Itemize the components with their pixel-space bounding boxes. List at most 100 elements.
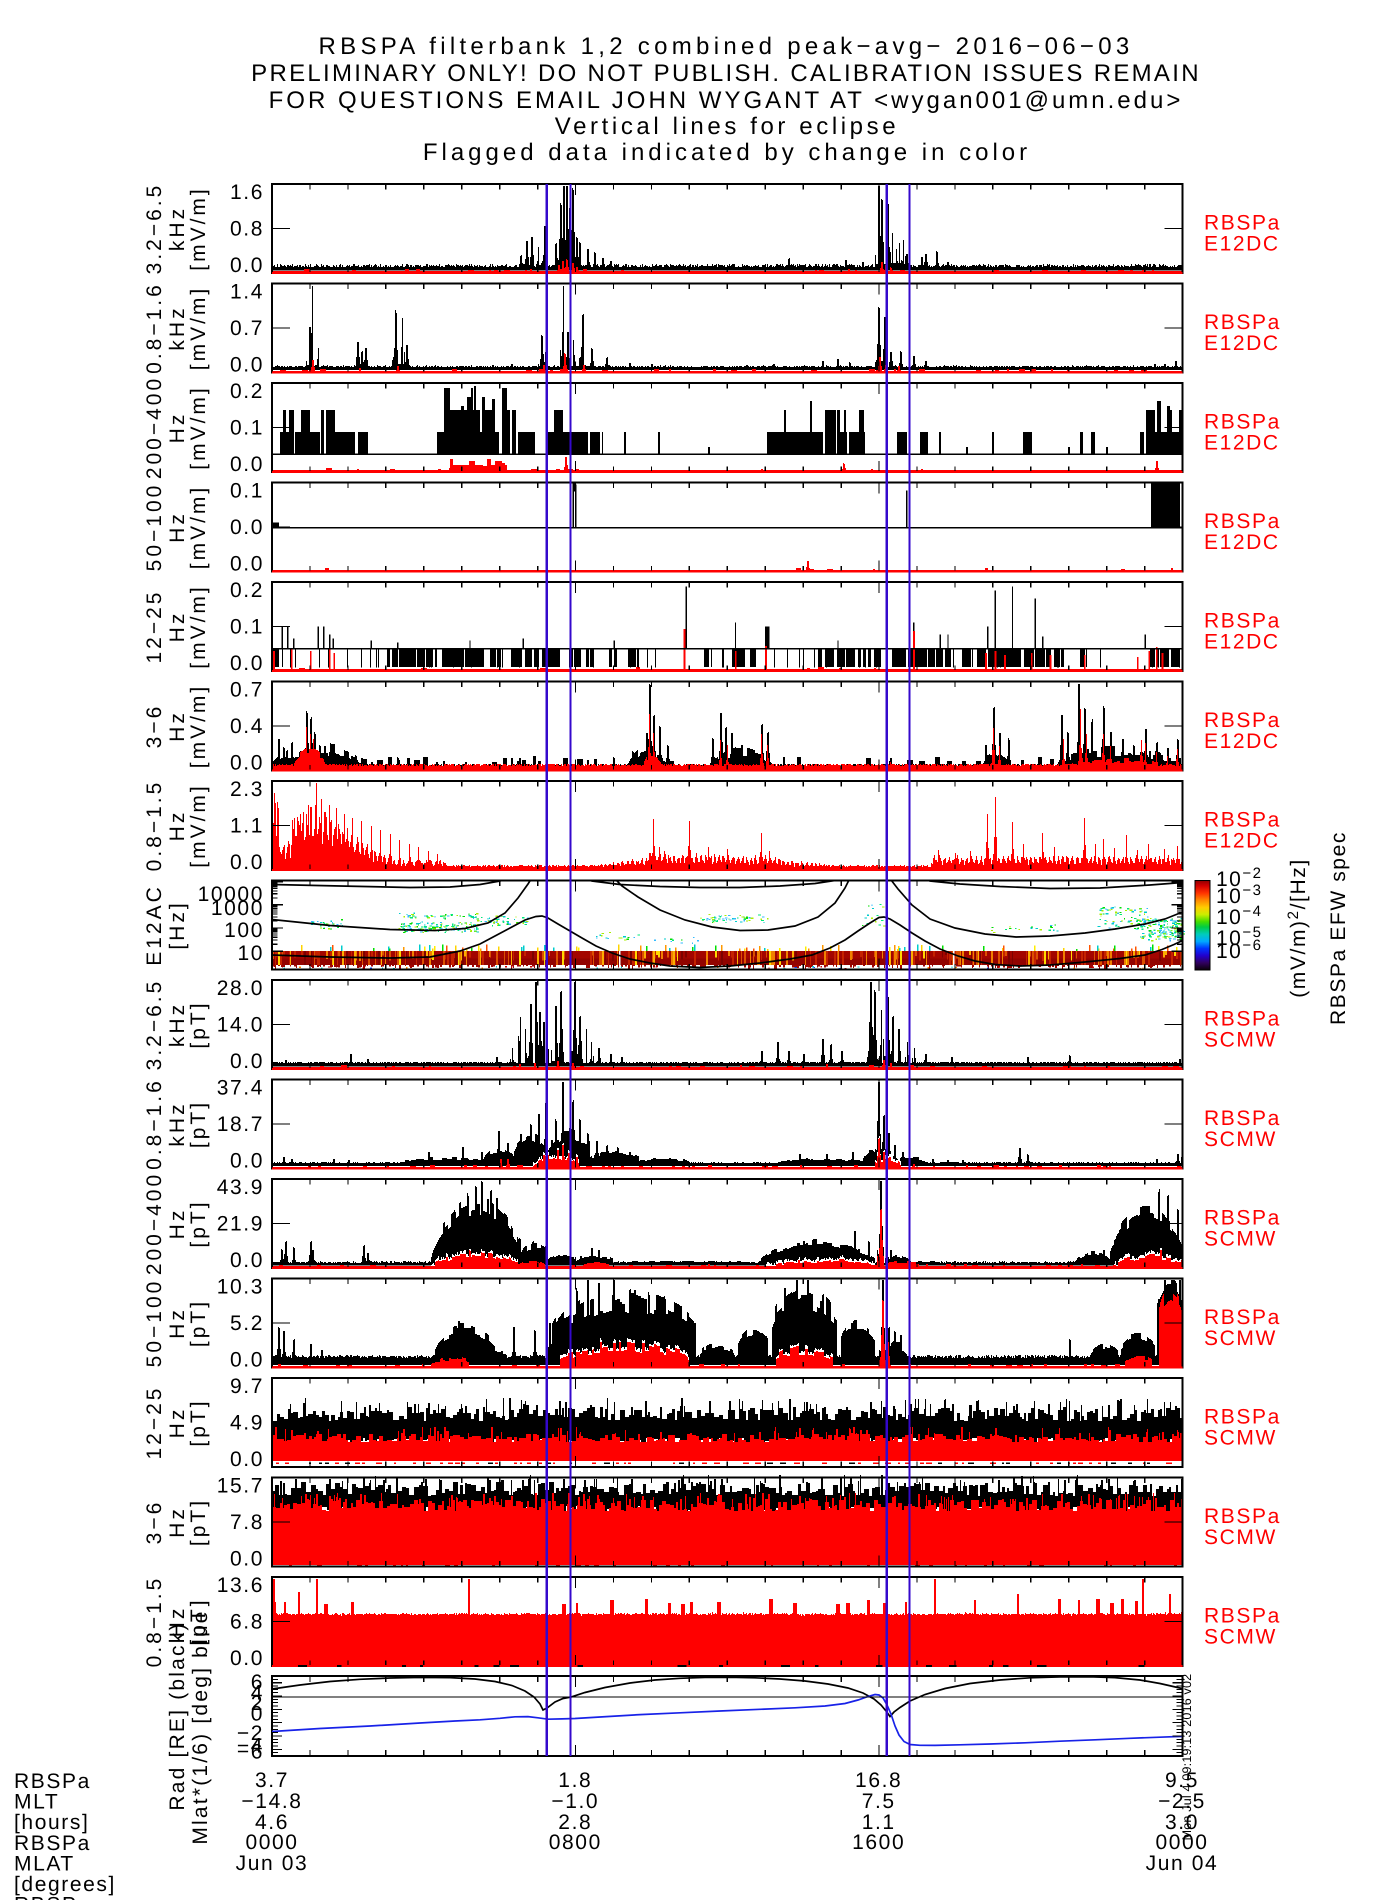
- svg-text:10−5: 10−5: [1216, 924, 1262, 950]
- svg-text:0.0: 0.0: [230, 516, 264, 539]
- svg-text:1.6: 1.6: [230, 181, 264, 204]
- svg-text:0.8−1.5: 0.8−1.5: [143, 1576, 166, 1668]
- svg-text:E12DC: E12DC: [1204, 730, 1280, 753]
- svg-text:0.0: 0.0: [230, 1150, 264, 1173]
- svg-text:RBSPa EFW spec: RBSPa EFW spec: [1327, 831, 1350, 1025]
- svg-text:0.0: 0.0: [230, 851, 264, 874]
- svg-text:[pT]: [pT]: [187, 1299, 210, 1347]
- svg-text:50−100: 50−100: [143, 1279, 166, 1368]
- svg-text:10.3: 10.3: [217, 1276, 264, 1299]
- svg-text:0000: 0000: [245, 1831, 298, 1854]
- svg-text:Vertical lines for eclipse: Vertical lines for eclipse: [555, 113, 899, 140]
- svg-text:[pT]: [pT]: [187, 1498, 210, 1546]
- svg-text:12−25: 12−25: [143, 1386, 166, 1460]
- svg-text:0.8−1.5: 0.8−1.5: [143, 780, 166, 872]
- svg-text:Hz: Hz: [166, 1407, 189, 1439]
- svg-text:PRELIMINARY ONLY! DO NOT PUBLI: PRELIMINARY ONLY! DO NOT PUBLISH. CALIBR…: [251, 60, 1201, 87]
- svg-text:[Hz]: [Hz]: [166, 900, 189, 949]
- svg-text:SCMW: SCMW: [1204, 1626, 1277, 1649]
- svg-text:FOR QUESTIONS EMAIL JOHN WYGAN: FOR QUESTIONS EMAIL JOHN WYGANT AT <wyga…: [269, 87, 1184, 114]
- svg-text:Hz: Hz: [166, 1606, 189, 1638]
- svg-text:[hours]: [hours]: [14, 1811, 89, 1834]
- svg-text:[mV/m]: [mV/m]: [187, 385, 210, 470]
- svg-text:10000: 10000: [198, 883, 264, 906]
- svg-text:21.9: 21.9: [217, 1213, 264, 1236]
- svg-text:RBSP: RBSP: [14, 1894, 78, 1900]
- svg-text:3.7: 3.7: [255, 1769, 289, 1792]
- svg-text:3.2−6.5: 3.2−6.5: [143, 979, 166, 1071]
- svg-text:kHz: kHz: [166, 1101, 189, 1146]
- svg-text:SCMW: SCMW: [1204, 1526, 1277, 1549]
- svg-text:−2: −2: [237, 1722, 264, 1745]
- svg-text:10−4: 10−4: [1216, 903, 1262, 929]
- svg-text:9.7: 9.7: [230, 1375, 264, 1398]
- svg-text:[pT]: [pT]: [187, 1100, 210, 1148]
- svg-text:0.0: 0.0: [230, 1349, 264, 1372]
- svg-text:[mV/m]: [mV/m]: [187, 684, 210, 769]
- svg-text:0.0: 0.0: [230, 553, 264, 576]
- svg-text:6.8: 6.8: [230, 1611, 264, 1634]
- svg-text:[mV/m]: [mV/m]: [187, 485, 210, 570]
- svg-text:1000: 1000: [211, 897, 264, 920]
- svg-text:0.2: 0.2: [230, 579, 264, 602]
- svg-text:RBSPa: RBSPa: [14, 1832, 91, 1855]
- svg-text:SCMW: SCMW: [1204, 1029, 1277, 1052]
- svg-text:0.0: 0.0: [230, 1647, 264, 1670]
- svg-text:RBSPa: RBSPa: [1204, 212, 1281, 235]
- svg-text:12−25: 12−25: [143, 590, 166, 664]
- svg-text:Hz: Hz: [166, 810, 189, 842]
- svg-text:RBSPa: RBSPa: [14, 1770, 91, 1793]
- svg-text:1.1: 1.1: [230, 815, 264, 838]
- svg-text:Rad [RE] (black): Rad [RE] (black): [166, 1621, 189, 1810]
- svg-text:SCMW: SCMW: [1204, 1228, 1277, 1251]
- svg-text:3−6: 3−6: [143, 1500, 166, 1545]
- svg-text:0.0: 0.0: [230, 1548, 264, 1571]
- svg-text:0000: 0000: [1155, 1831, 1208, 1854]
- svg-text:0.8: 0.8: [230, 218, 264, 241]
- svg-text:E12DC: E12DC: [1204, 531, 1280, 554]
- svg-text:RBSPa: RBSPa: [1204, 1306, 1281, 1329]
- svg-text:SCMW: SCMW: [1204, 1427, 1277, 1450]
- svg-text:RBSPa: RBSPa: [1204, 1605, 1281, 1628]
- svg-text:0.0: 0.0: [230, 1050, 264, 1073]
- svg-text:0.8−1.6: 0.8−1.6: [143, 1078, 166, 1170]
- svg-text:1.4: 1.4: [230, 281, 264, 304]
- svg-text:−2.5: −2.5: [1158, 1790, 1206, 1813]
- svg-text:0.0: 0.0: [230, 1448, 264, 1471]
- svg-text:kHz: kHz: [166, 1002, 189, 1047]
- svg-text:(mV/m)2/[Hz]: (mV/m)2/[Hz]: [1285, 858, 1310, 998]
- svg-text:50−100: 50−100: [143, 483, 166, 572]
- svg-text:3.2−6.5: 3.2−6.5: [143, 183, 166, 275]
- svg-text:Jun 03: Jun 03: [236, 1852, 309, 1875]
- svg-text:Mon Jul 4 09:19:13 2016 v02: Mon Jul 4 09:19:13 2016 v02: [1180, 1674, 1194, 1841]
- svg-text:[mV/m]: [mV/m]: [187, 783, 210, 868]
- svg-text:4.9: 4.9: [230, 1412, 264, 1435]
- svg-text:200−400: 200−400: [143, 1172, 166, 1275]
- svg-text:2.3: 2.3: [230, 778, 264, 801]
- svg-text:14.0: 14.0: [217, 1014, 264, 1037]
- svg-text:[pT]: [pT]: [187, 1199, 210, 1247]
- svg-text:0: 0: [251, 1703, 264, 1726]
- svg-text:Hz: Hz: [166, 1208, 189, 1240]
- svg-text:7.8: 7.8: [230, 1511, 264, 1534]
- svg-text:RBSPa: RBSPa: [1204, 1505, 1281, 1528]
- svg-text:RBSPa: RBSPa: [1204, 1406, 1281, 1429]
- svg-text:SCMW: SCMW: [1204, 1327, 1277, 1350]
- svg-text:0.0: 0.0: [230, 1249, 264, 1272]
- svg-text:3−6: 3−6: [143, 704, 166, 749]
- svg-text:16.8: 16.8: [855, 1769, 902, 1792]
- svg-text:1.8: 1.8: [558, 1769, 592, 1792]
- svg-text:[mV/m]: [mV/m]: [187, 186, 210, 271]
- svg-text:1.1: 1.1: [862, 1811, 896, 1834]
- svg-text:E12DC: E12DC: [1204, 233, 1280, 256]
- svg-text:RBSPa: RBSPa: [1204, 1008, 1281, 1031]
- svg-text:−4: −4: [237, 1735, 264, 1758]
- svg-text:−1.0: −1.0: [551, 1790, 599, 1813]
- svg-text:Hz: Hz: [166, 611, 189, 643]
- svg-text:RBSPa: RBSPa: [1204, 1107, 1281, 1130]
- svg-text:13.6: 13.6: [217, 1574, 264, 1597]
- svg-text:0.4: 0.4: [230, 715, 264, 738]
- svg-text:18.7: 18.7: [217, 1113, 264, 1136]
- svg-text:RBSPa: RBSPa: [1204, 1207, 1281, 1230]
- svg-text:28.0: 28.0: [217, 977, 264, 1000]
